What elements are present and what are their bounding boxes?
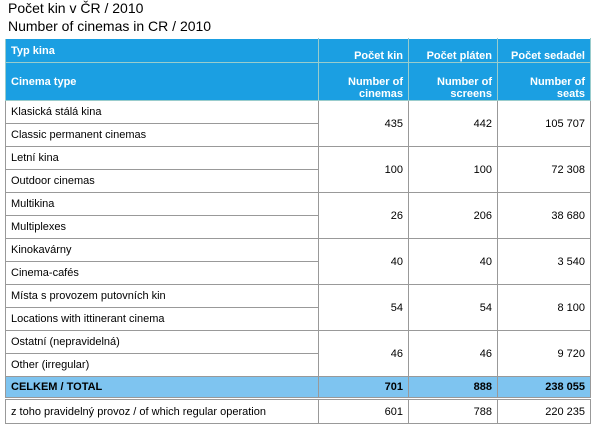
cell-value: 40 <box>408 238 498 285</box>
header-cell: Typ kina <box>5 38 319 63</box>
cell-value: 54 <box>318 284 409 331</box>
regular-value: 788 <box>408 399 498 424</box>
row-label-cz: Multikina <box>5 192 319 216</box>
data-row: Letní kina 100 100 72 308 <box>5 146 591 193</box>
row-label-cz: Klasická stálá kina <box>5 100 319 124</box>
row-label-en: Locations with ittinerant cinema <box>5 307 319 331</box>
row-label-en: Other (irregular) <box>5 353 319 377</box>
header-cell: Number of seats <box>497 62 591 101</box>
cell-value: 435 <box>318 100 409 147</box>
data-row: Classic permanent cinemas <box>5 123 591 147</box>
cell-value: 72 308 <box>497 146 591 193</box>
data-row: Outdoor cinemas <box>5 169 591 193</box>
header-cell: Cinema type <box>5 62 319 101</box>
cell-value: 9 720 <box>497 330 591 377</box>
regular-label: z toho pravidelný provoz / of which regu… <box>5 399 319 424</box>
data-row: Multikina 26 206 38 680 <box>5 192 591 239</box>
total-value: 701 <box>318 376 409 398</box>
subtitle: Number of cinemas in CR / 2010 <box>8 18 212 34</box>
row-label-cz: Místa s provozem putovních kin <box>5 284 319 308</box>
cell-value: 3 540 <box>497 238 591 285</box>
cell-value: 105 707 <box>497 100 591 147</box>
data-row: Kinokavárny 40 40 3 540 <box>5 238 591 285</box>
header-cell: Počet pláten <box>408 38 498 63</box>
data-row: Klasická stálá kina 435 442 105 707 <box>5 100 591 147</box>
header-row: Typ kina Počet kin Počet pláten Počet sedad… <box>5 38 591 63</box>
regular-value: 220 235 <box>497 399 591 424</box>
row-label-cz: Letní kina <box>5 146 319 170</box>
cell-value: 38 680 <box>497 192 591 239</box>
row-label-en: Classic permanent cinemas <box>5 123 319 147</box>
header-cell: Number of screens <box>408 62 498 101</box>
regular-value: 601 <box>318 399 409 424</box>
cell-value: 26 <box>318 192 409 239</box>
data-row: Cinema-cafés <box>5 261 591 285</box>
data-row: Other (irregular) <box>5 353 591 377</box>
cell-value: 46 <box>408 330 498 377</box>
header-cell: Number of cinemas <box>318 62 409 101</box>
cell-value: 100 <box>408 146 498 193</box>
header-cell: Počet sedadel <box>497 38 591 63</box>
cell-value: 206 <box>408 192 498 239</box>
row-label-en: Multiplexes <box>5 215 319 239</box>
cell-value: 442 <box>408 100 498 147</box>
header-cell: Počet kin <box>318 38 409 63</box>
cell-value: 8 100 <box>497 284 591 331</box>
title: Počet kin v ČR / 2010 <box>8 0 144 16</box>
regular-row: z toho pravidelný provoz / of which regu… <box>5 399 591 424</box>
total-label: CELKEM / TOTAL <box>5 376 319 398</box>
row-label-cz: Kinokavárny <box>5 238 319 262</box>
row-label-cz: Ostatní (nepravidelná) <box>5 330 319 354</box>
cell-value: 54 <box>408 284 498 331</box>
data-row: Ostatní (nepravidelná) 46 46 9 720 <box>5 330 591 377</box>
total-value: 238 055 <box>497 376 591 398</box>
row-label-en: Outdoor cinemas <box>5 169 319 193</box>
data-row: Místa s provozem putovních kin 54 54 8 100 <box>5 284 591 331</box>
cell-value: 100 <box>318 146 409 193</box>
row-label-en: Cinema-cafés <box>5 261 319 285</box>
total-row: CELKEM / TOTAL 701 888 238 055 <box>5 376 591 398</box>
header-row: Cinema type Number of cinemas Number of sc… <box>5 62 591 101</box>
total-value: 888 <box>408 376 498 398</box>
cell-value: 40 <box>318 238 409 285</box>
cinema-table: Typ kina Počet kin Počet pláten Počet sedad… <box>5 38 591 424</box>
cell-value: 46 <box>318 330 409 377</box>
